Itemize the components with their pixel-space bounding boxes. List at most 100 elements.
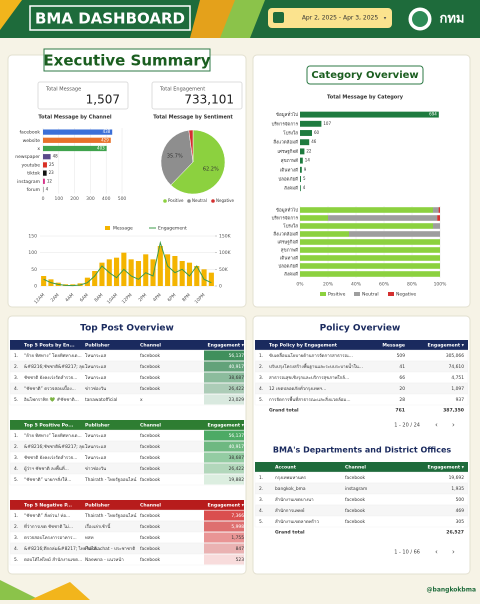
bar-segment — [438, 207, 440, 213]
column-header: Publisher — [85, 343, 110, 349]
table-row[interactable] — [254, 393, 469, 406]
table-cell: ปรับปรุงโครงสร้างพื้นฐานและระบบระบายน้ำใ… — [269, 363, 363, 370]
x-tick-label: 8AM — [93, 292, 104, 303]
table-cell: facebook — [140, 477, 161, 483]
bar — [43, 145, 107, 152]
data-label: 12 — [47, 178, 53, 183]
table-cell: 3. — [14, 375, 18, 381]
bar-segment — [433, 223, 440, 229]
table-header — [10, 340, 244, 350]
kpi-card — [37, 81, 129, 110]
table-cell: โหนกระแส — [85, 352, 106, 359]
table-cell: ทสท — [85, 535, 94, 541]
cell-shade — [204, 463, 244, 474]
legend-label: Message — [113, 226, 133, 232]
table-total: 761 — [395, 408, 405, 414]
line — [43, 240, 212, 287]
table-row[interactable] — [9, 393, 245, 406]
bar — [208, 272, 214, 286]
cell-shade — [204, 430, 244, 441]
pager-next[interactable]: › — [452, 421, 455, 429]
column-header: Publisher — [85, 503, 110, 509]
y-tick-label: x — [37, 147, 40, 152]
table-cell: “ชัชชาติ” นายกฯสั่งให้... — [24, 476, 71, 483]
date-picker[interactable] — [268, 8, 392, 28]
bar — [43, 178, 45, 184]
table-row[interactable] — [9, 473, 245, 486]
y-tick-label: ปลอดภัยดี — [278, 264, 298, 270]
y-tick-label: tiktok — [27, 171, 40, 177]
table-cell: x — [140, 398, 143, 403]
y-tick-label: ข้อมูลทั่วไป — [276, 111, 298, 118]
pie-slice — [160, 129, 194, 186]
table-cell: 937 — [456, 397, 465, 403]
table-row[interactable] — [9, 553, 245, 566]
bar — [150, 259, 156, 286]
y-tick-label: 50 — [31, 267, 37, 273]
table-cell: 7,366 — [231, 513, 244, 519]
table-cell: 5. — [259, 519, 263, 525]
table-cell: 5. — [14, 397, 18, 403]
x-tick-label: 100% — [434, 282, 448, 288]
bar-segment — [300, 239, 440, 245]
table-cell: ตรวจสอบโครงการอาคาร... — [24, 534, 77, 541]
table-cell: facebook — [140, 513, 161, 519]
y-tick-label: forum — [27, 187, 40, 193]
cell-shade — [204, 361, 244, 372]
bar — [143, 254, 149, 286]
bar — [300, 130, 312, 136]
table-cell: ตอบโต้ไฟไหม้ สำนักงานเขต... — [24, 556, 82, 563]
table-cell: ผู้ว่าฯ ชัชชาติ ลงพื้นที่... — [24, 465, 69, 472]
header-decor — [220, 0, 265, 38]
table-total: Grand total — [275, 530, 305, 536]
date-range[interactable]: Apr 2, 2025 - Apr 3, 2025 — [302, 15, 379, 22]
y-tick-label: สิ่งแวดล้อมดี — [273, 231, 298, 238]
bar — [172, 256, 178, 286]
x-tick-label: 4AM — [64, 292, 75, 303]
legend-label: Positive — [168, 198, 184, 203]
logo-text: กทม — [439, 12, 464, 27]
table-cell: 3. — [14, 535, 18, 541]
x-tick-label: 0 — [42, 196, 45, 202]
y-tick-label: สังคมดี — [284, 186, 298, 192]
bar-segment — [300, 231, 349, 237]
column-header: Engagement ▾ — [428, 343, 465, 349]
table-cell: &#8216;ชัชชาติ&#8217; ลุย... — [24, 444, 89, 450]
table-cell: 5,998 — [231, 524, 244, 530]
table-cell: facebook — [140, 364, 161, 370]
table-cell: bangkok_bma — [275, 486, 306, 492]
table-cell: 40,917 — [229, 364, 245, 370]
pager-prev[interactable]: ‹ — [435, 421, 438, 429]
table-cell: facebook — [140, 466, 161, 472]
data-label: 35.7% — [167, 154, 183, 160]
x-tick-label: 500 — [118, 196, 127, 202]
column-header: Engagement ▾ — [208, 343, 245, 349]
table-cell: “ย้าย ทิศทาง” โดยทิศทางเด... — [24, 352, 82, 359]
table-cell: 2. — [259, 486, 263, 492]
table-cell: 1,755 — [231, 535, 244, 541]
cell-shade — [204, 554, 244, 565]
table-cell: 2. — [14, 524, 18, 530]
cell-shade — [204, 521, 244, 532]
y-tick-label: สุขภาพดี — [281, 248, 298, 254]
cell-shade — [204, 372, 244, 383]
kpi-label: Total Message — [45, 87, 81, 93]
legend-label: Neutral — [362, 292, 379, 298]
data-label: 22 — [306, 148, 312, 153]
table-cell: facebook — [140, 546, 161, 552]
pager: 1 - 10 / 66 — [394, 550, 420, 556]
y-tick-label: เดินทางดี — [280, 256, 298, 262]
table-cell: 26,422 — [229, 386, 245, 392]
table-cell: 41 — [399, 364, 405, 370]
pager-next[interactable]: › — [452, 548, 455, 556]
bar-segment — [300, 247, 440, 253]
social-handle: @bangkokbma — [427, 587, 476, 594]
table-row[interactable] — [254, 515, 469, 528]
table-cell: facebook — [140, 455, 161, 461]
legend-swatch — [187, 199, 191, 203]
pager-prev[interactable]: ‹ — [435, 548, 438, 556]
data-label: 48 — [53, 154, 59, 159]
dashboard-title: BMA DASHBOARD — [35, 10, 185, 28]
